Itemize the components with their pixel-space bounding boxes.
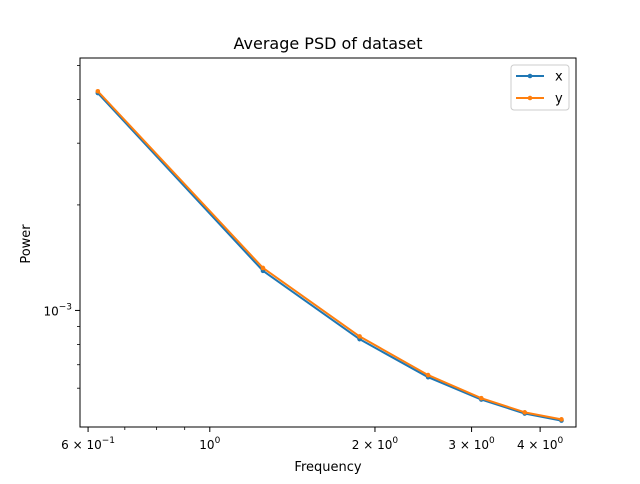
data-point-y-4 (425, 372, 431, 378)
x-tick-label-1: 6 × 10−1 (61, 436, 115, 452)
data-point-y-2 (260, 265, 266, 271)
data-point-y-1 (95, 88, 101, 94)
data-point-y-6 (522, 410, 528, 415)
x-tick-label-2: 100 (199, 436, 220, 452)
plot-area: 6 × 10−1 100 2 × 100 3 × 100 4 × 100 10−3 (43, 57, 577, 452)
legend-marker-x (527, 73, 533, 79)
legend-label-y: y (555, 92, 563, 107)
chart-title: Average PSD of dataset (234, 34, 423, 53)
y-tick-label-1: 10−3 (43, 302, 72, 318)
x-tick-label-3: 2 × 100 (352, 436, 399, 452)
data-point-y-7 (559, 417, 564, 422)
x-axis-label: Frequency (294, 460, 361, 475)
legend: xy (510, 64, 570, 111)
axes-frame (79, 57, 577, 428)
x-tick-label-5: 4 × 100 (517, 436, 564, 452)
y-axis-label: Power (19, 224, 34, 264)
legend-marker-y (527, 95, 533, 101)
data-point-y-5 (479, 395, 484, 401)
x-tick-label-4: 3 × 100 (448, 436, 495, 452)
legend-label-x: x (555, 70, 563, 85)
data-point-y-3 (357, 334, 362, 339)
